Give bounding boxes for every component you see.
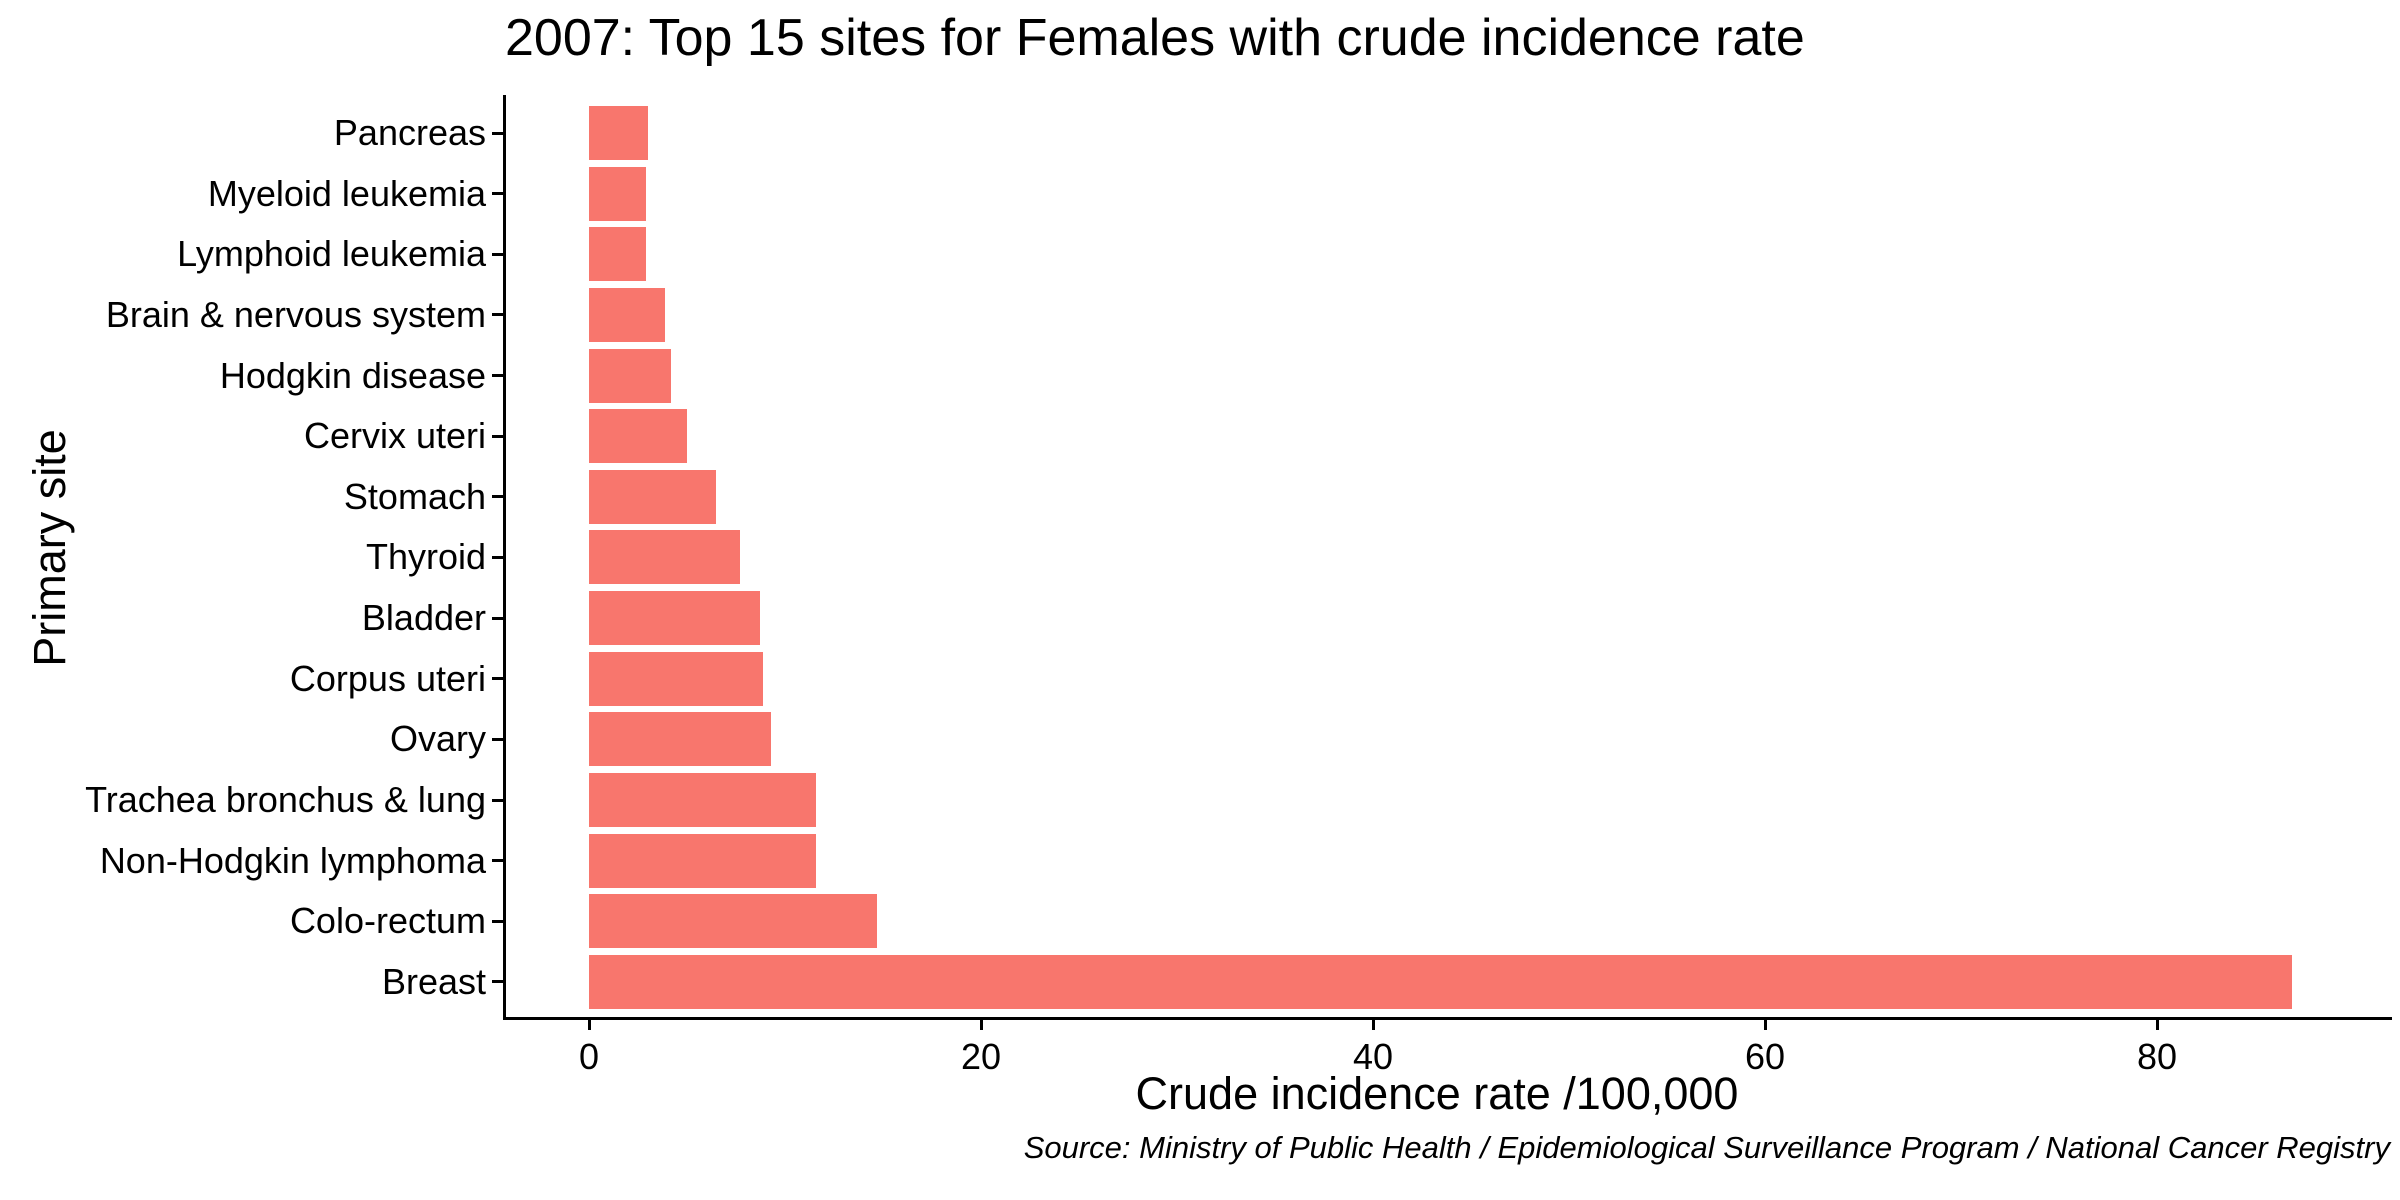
y-tick-label: Corpus uteri — [289, 657, 486, 699]
y-tick-label: Myeloid leukemia — [207, 172, 486, 214]
y-tick-mark — [492, 798, 504, 802]
bar — [589, 106, 648, 160]
x-tick-label: 40 — [1352, 1036, 1394, 1077]
y-tick-label: Ovary — [389, 718, 486, 760]
x-tick-mark — [1371, 1017, 1375, 1030]
bar — [589, 833, 817, 888]
bar — [589, 409, 687, 464]
x-tick-label: 20 — [960, 1036, 1002, 1077]
bar — [589, 712, 772, 767]
bar — [589, 227, 646, 282]
bar — [589, 469, 717, 524]
bar — [589, 591, 760, 646]
bar — [589, 773, 817, 828]
bar — [589, 954, 2293, 1009]
y-tick-label: Cervix uteri — [303, 415, 486, 457]
y-tick-mark — [492, 131, 504, 135]
y-tick-mark — [492, 252, 504, 256]
y-tick-mark — [492, 919, 504, 923]
y-tick-label: Pancreas — [333, 112, 486, 153]
x-axis-title: Crude incidence rate /100,000 — [1135, 1068, 1739, 1119]
chart-title: 2007: Top 15 sites for Females with crud… — [505, 9, 1805, 67]
y-tick-label: Trachea bronchus & lung — [85, 779, 486, 821]
y-tick-label: Stomach — [343, 475, 486, 517]
y-tick-label: Non-Hodgkin lymphoma — [99, 839, 486, 881]
bar — [589, 530, 740, 585]
x-tick-label: 80 — [2136, 1036, 2178, 1077]
y-tick-label: Breast — [381, 960, 486, 1002]
bar — [589, 166, 646, 221]
y-axis-line — [503, 95, 506, 1020]
y-tick-mark — [492, 374, 504, 378]
x-axis-line — [503, 1017, 2392, 1020]
y-tick-mark — [492, 434, 504, 438]
y-tick-mark — [492, 192, 504, 196]
x-tick-mark — [979, 1017, 983, 1030]
x-tick-label: 0 — [578, 1036, 600, 1077]
x-tick-mark — [1763, 1017, 1767, 1030]
y-tick-label: Thyroid — [365, 536, 486, 578]
y-tick-label: Colo-rectum — [289, 900, 486, 942]
y-tick-label: Brain & nervous system — [105, 293, 486, 335]
bar — [589, 348, 672, 403]
y-tick-label: Hodgkin disease — [219, 354, 486, 396]
bar — [589, 894, 878, 949]
y-tick-mark — [492, 313, 504, 317]
y-tick-mark — [492, 555, 504, 559]
y-tick-label: Lymphoid leukemia — [177, 233, 486, 275]
y-tick-mark — [492, 737, 504, 741]
y-tick-mark — [492, 495, 504, 499]
y-tick-label: Bladder — [361, 597, 486, 639]
bar — [589, 651, 764, 706]
y-tick-mark — [492, 616, 504, 620]
y-tick-mark — [492, 677, 504, 681]
y-tick-mark — [492, 980, 504, 984]
x-tick-mark — [2155, 1017, 2159, 1030]
bar — [589, 287, 666, 342]
x-tick-label: 60 — [1744, 1036, 1786, 1077]
x-tick-mark — [587, 1017, 591, 1030]
y-tick-mark — [492, 859, 504, 863]
source-caption: Source: Ministry of Public Health / Epid… — [1023, 1130, 2390, 1165]
